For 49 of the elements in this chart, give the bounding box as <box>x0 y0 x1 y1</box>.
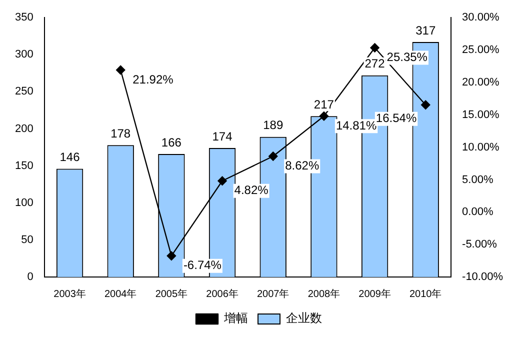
x-tick-label: 2008年 <box>308 288 340 300</box>
y2-tick-label: 0.00% <box>462 206 494 218</box>
y2-tick-label: 30.00% <box>462 12 500 24</box>
x-tick-label: 2006年 <box>206 288 238 300</box>
data-label: -6.74% <box>183 258 222 272</box>
point <box>166 251 176 260</box>
legend-label: 企业数 <box>286 311 322 326</box>
data-label: 317 <box>416 23 436 38</box>
y2-tick-label: -10.00% <box>462 271 504 284</box>
point <box>268 152 278 161</box>
data-label: 189 <box>263 118 284 132</box>
y-tick-label: 200 <box>14 122 34 135</box>
y-tick-label: 300 <box>14 48 34 61</box>
data-label: 8.62% <box>285 158 320 173</box>
data-label: 14.81% <box>336 118 377 132</box>
x-tick-label: 2003年 <box>54 288 86 300</box>
data-label: 272 <box>364 56 386 71</box>
x-tick-label: 2009年 <box>358 288 391 300</box>
point <box>421 100 430 110</box>
data-label: 16.54% <box>376 111 417 126</box>
data-label: 4.82% <box>234 183 269 198</box>
y-tick-label: 250 <box>14 86 34 98</box>
y-tick-label: 100 <box>14 196 34 209</box>
data-label: 178 <box>110 126 131 140</box>
data-label: 217 <box>314 97 334 112</box>
data-label: 166 <box>161 135 182 150</box>
x-tick-label: 2007年 <box>256 288 290 300</box>
y-tick-label: 150 <box>14 160 34 172</box>
point <box>116 65 126 75</box>
y-tick-label: 50 <box>21 234 34 246</box>
data-label: 21.92% <box>132 72 174 86</box>
y2-tick-label: 25.00% <box>462 44 500 56</box>
data-label: 25.35% <box>386 50 428 64</box>
data-label: 146 <box>60 150 80 164</box>
x-tick-label: 2004年 <box>104 288 137 300</box>
point <box>218 176 227 186</box>
legend-label: 增幅 <box>223 311 248 326</box>
y2-tick-label: 15.00% <box>462 108 500 121</box>
y2-tick-label: 10.00% <box>462 141 500 154</box>
data-label: 174 <box>212 129 233 144</box>
point <box>319 112 329 121</box>
y2-tick-label: 20.00% <box>462 76 500 88</box>
y-tick-label: 350 <box>14 12 34 24</box>
y2-tick-label: -5.00% <box>462 238 498 251</box>
point <box>370 43 380 52</box>
y-tick-label: 0 <box>27 271 34 284</box>
x-tick-label: 2005年 <box>155 288 188 300</box>
y2-tick-label: 5.00% <box>462 174 494 186</box>
x-tick-label: 2010年 <box>409 288 442 300</box>
